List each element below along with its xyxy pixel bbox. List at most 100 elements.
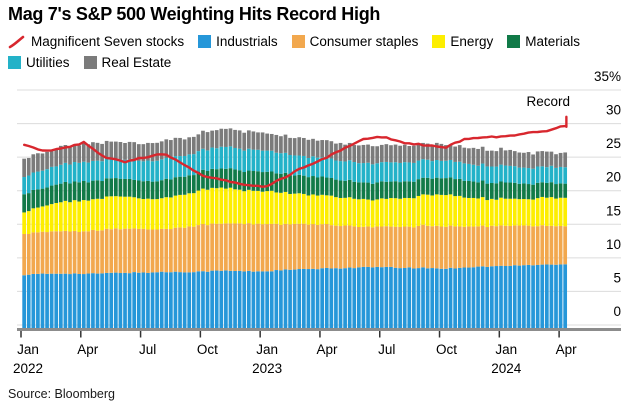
bar-segment-materials bbox=[49, 185, 54, 205]
bar-segment-materials bbox=[370, 183, 375, 201]
bar-segment-utilities bbox=[36, 171, 40, 190]
bar-segment-industrials bbox=[256, 271, 260, 328]
legend-item-consumer-staples[interactable]: Consumer staples bbox=[291, 34, 418, 49]
bar-segment-materials bbox=[256, 171, 260, 191]
bar-segment-consumer-staples bbox=[476, 226, 480, 267]
bar-segment-consumer-staples bbox=[150, 229, 155, 273]
bar-segment-consumer-staples bbox=[554, 226, 558, 265]
bar-segment-real-estate bbox=[402, 144, 407, 163]
bar-segment-real-estate bbox=[219, 128, 224, 147]
y-axis-label: 10 bbox=[606, 237, 621, 252]
bar-segment-industrials bbox=[136, 272, 141, 328]
bar-segment-energy bbox=[517, 199, 522, 226]
bar-segment-real-estate bbox=[476, 148, 480, 166]
legend-item-utilities[interactable]: Utilities bbox=[8, 55, 70, 70]
bar-segment-real-estate bbox=[283, 134, 288, 153]
bar-segment-utilities bbox=[26, 175, 31, 194]
bar-segment-energy bbox=[334, 197, 338, 226]
bar-segment-consumer-staples bbox=[522, 225, 526, 266]
x-axis-year-label: 2022 bbox=[13, 361, 43, 376]
bar-segment-energy bbox=[58, 202, 63, 232]
bar-segment-energy bbox=[123, 196, 127, 229]
bar-segment-utilities bbox=[104, 158, 109, 179]
bar-segment-consumer-staples bbox=[123, 228, 127, 273]
bar-segment-consumer-staples bbox=[274, 223, 279, 271]
bar-segment-real-estate bbox=[430, 144, 435, 162]
legend-item-real-estate[interactable]: Real Estate bbox=[83, 55, 171, 70]
bar-segment-materials bbox=[292, 175, 297, 194]
bar-segment-utilities bbox=[554, 167, 558, 185]
bar-segment-consumer-staples bbox=[256, 223, 260, 272]
bar-segment-consumer-staples bbox=[246, 223, 251, 271]
bar-segment-consumer-staples bbox=[173, 227, 178, 272]
bar-segment-materials bbox=[22, 194, 26, 213]
bar-segment-industrials bbox=[503, 265, 508, 328]
bar-segment-real-estate bbox=[201, 130, 205, 149]
bar-segment-consumer-staples bbox=[72, 230, 77, 274]
bar-segment-materials bbox=[132, 179, 137, 198]
bar-segment-consumer-staples bbox=[109, 229, 114, 273]
bar-segment-industrials bbox=[425, 268, 430, 328]
bar-segment-energy bbox=[357, 199, 361, 227]
bar-segment-consumer-staples bbox=[384, 226, 389, 267]
color-swatch-icon bbox=[198, 35, 212, 48]
bar-segment-utilities bbox=[338, 161, 343, 181]
bar-segment-industrials bbox=[224, 270, 228, 328]
bar-segment-materials bbox=[384, 181, 389, 199]
bar-segment-real-estate bbox=[191, 136, 196, 155]
bar-segment-industrials bbox=[324, 267, 329, 328]
bar-segment-industrials bbox=[412, 268, 416, 328]
bar-segment-real-estate bbox=[205, 132, 210, 151]
bar-segment-industrials bbox=[448, 267, 453, 328]
bar-segment-energy bbox=[476, 198, 480, 227]
bar-segment-utilities bbox=[22, 177, 26, 195]
bar-segment-real-estate bbox=[269, 133, 274, 151]
line-series-swatch-icon bbox=[8, 35, 25, 48]
bar-segment-industrials bbox=[63, 273, 68, 328]
bar-segment-consumer-staples bbox=[40, 231, 45, 274]
bar-segment-real-estate bbox=[306, 139, 311, 158]
bar-segment-industrials bbox=[320, 268, 325, 328]
bar-segment-energy bbox=[155, 199, 159, 230]
legend-item-industrials[interactable]: Industrials bbox=[198, 34, 278, 49]
bar-segment-energy bbox=[191, 193, 196, 227]
bar-segment-consumer-staples bbox=[421, 224, 425, 268]
bar-segment-consumer-staples bbox=[224, 223, 228, 271]
x-axis-label: Oct bbox=[197, 342, 218, 357]
bar-segment-energy bbox=[352, 198, 357, 227]
bar-segment-real-estate bbox=[499, 147, 503, 165]
bar-segment-materials bbox=[150, 181, 155, 200]
bar-segment-materials bbox=[237, 170, 242, 190]
bar-segment-utilities bbox=[288, 155, 292, 176]
bar-segment-consumer-staples bbox=[210, 223, 214, 271]
bar-segment-industrials bbox=[242, 271, 247, 328]
bar-segment-materials bbox=[81, 180, 86, 201]
y-axis-label: 20 bbox=[606, 170, 621, 185]
bar-segment-energy bbox=[196, 190, 201, 226]
bar-segment-industrials bbox=[311, 268, 315, 328]
bar-segment-materials bbox=[297, 174, 302, 194]
bar-segment-energy bbox=[329, 195, 334, 226]
legend-item-materials[interactable]: Materials bbox=[507, 34, 580, 49]
bar-segment-utilities bbox=[49, 166, 54, 186]
bar-segment-materials bbox=[159, 180, 164, 199]
bar-segment-utilities bbox=[205, 150, 210, 171]
bar-segment-consumer-staples bbox=[306, 224, 311, 270]
bar-segment-industrials bbox=[375, 266, 380, 328]
x-axis-label: Oct bbox=[436, 342, 457, 357]
bar-segment-utilities bbox=[141, 161, 146, 182]
bar-segment-consumer-staples bbox=[402, 226, 407, 268]
bar-segment-energy bbox=[434, 194, 439, 226]
bar-segment-energy bbox=[292, 193, 297, 224]
bar-segment-real-estate bbox=[260, 132, 265, 151]
bar-segment-real-estate bbox=[228, 128, 233, 147]
bar-segment-energy bbox=[558, 197, 563, 226]
bar-segment-consumer-staples bbox=[517, 225, 522, 266]
legend-item-magnificent-seven-stocks[interactable]: Magnificent Seven stocks bbox=[8, 34, 184, 49]
bar-segment-consumer-staples bbox=[324, 224, 329, 268]
bar-segment-utilities bbox=[476, 165, 480, 183]
legend-item-energy[interactable]: Energy bbox=[432, 34, 493, 49]
bar-segment-real-estate bbox=[535, 151, 540, 167]
bar-segment-consumer-staples bbox=[457, 226, 462, 268]
bar-segment-real-estate bbox=[169, 140, 173, 159]
